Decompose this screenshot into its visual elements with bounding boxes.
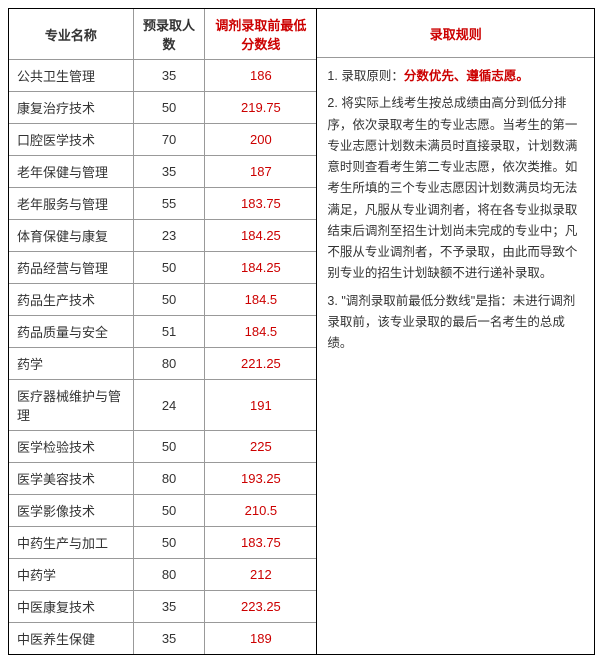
cell-admit-count: 70: [133, 124, 205, 156]
admission-table-container: 专业名称 预录取人数 调剂录取前最低分数线 公共卫生管理35186康复治疗技术5…: [8, 8, 595, 655]
cell-major-name: 药品质量与安全: [9, 316, 133, 348]
cell-admit-count: 24: [133, 380, 205, 431]
rules-section: 录取规则 1. 录取原则：分数优先、遵循志愿。 2. 将实际上线考生按总成绩由高…: [317, 9, 594, 654]
table-body: 公共卫生管理35186康复治疗技术50219.75口腔医学技术70200老年保健…: [9, 60, 316, 655]
cell-major-name: 中药学: [9, 559, 133, 591]
cell-major-name: 药学: [9, 348, 133, 380]
cell-admit-count: 35: [133, 623, 205, 655]
table-row: 中药学80212: [9, 559, 316, 591]
cell-major-name: 康复治疗技术: [9, 92, 133, 124]
cell-min-score: 225: [205, 431, 317, 463]
cell-admit-count: 35: [133, 591, 205, 623]
cell-admit-count: 50: [133, 284, 205, 316]
table-row: 药品生产技术50184.5: [9, 284, 316, 316]
cell-major-name: 医学影像技术: [9, 495, 133, 527]
table-header-row: 专业名称 预录取人数 调剂录取前最低分数线: [9, 9, 316, 60]
table-row: 体育保健与康复23184.25: [9, 220, 316, 252]
cell-min-score: 223.25: [205, 591, 317, 623]
cell-admit-count: 80: [133, 348, 205, 380]
cell-major-name: 中医康复技术: [9, 591, 133, 623]
cell-admit-count: 50: [133, 495, 205, 527]
table-row: 中医康复技术35223.25: [9, 591, 316, 623]
header-major-name: 专业名称: [9, 9, 133, 60]
table-row: 中药生产与加工50183.75: [9, 527, 316, 559]
cell-admit-count: 23: [133, 220, 205, 252]
table-row: 康复治疗技术50219.75: [9, 92, 316, 124]
cell-major-name: 公共卫生管理: [9, 60, 133, 92]
admission-data-table: 专业名称 预录取人数 调剂录取前最低分数线 公共卫生管理35186康复治疗技术5…: [9, 9, 316, 654]
header-admit-count: 预录取人数: [133, 9, 205, 60]
table-row: 医疗器械维护与管理24191: [9, 380, 316, 431]
cell-min-score: 184.25: [205, 252, 317, 284]
cell-min-score: 184.5: [205, 316, 317, 348]
rule-3: 3. "调剂录取前最低分数线"是指：未进行调剂录取前，该专业录取的最后一名考生的…: [327, 291, 584, 355]
table-row: 药品经营与管理50184.25: [9, 252, 316, 284]
cell-min-score: 193.25: [205, 463, 317, 495]
table-row: 医学影像技术50210.5: [9, 495, 316, 527]
cell-admit-count: 35: [133, 156, 205, 188]
cell-min-score: 183.75: [205, 527, 317, 559]
cell-min-score: 200: [205, 124, 317, 156]
cell-admit-count: 80: [133, 559, 205, 591]
cell-major-name: 口腔医学技术: [9, 124, 133, 156]
table-row: 医学美容技术80193.25: [9, 463, 316, 495]
cell-major-name: 老年保健与管理: [9, 156, 133, 188]
cell-major-name: 医疗器械维护与管理: [9, 380, 133, 431]
table-row: 公共卫生管理35186: [9, 60, 316, 92]
header-rules: 录取规则: [317, 9, 594, 58]
table-row: 药品质量与安全51184.5: [9, 316, 316, 348]
cell-min-score: 221.25: [205, 348, 317, 380]
cell-major-name: 医学检验技术: [9, 431, 133, 463]
cell-admit-count: 50: [133, 92, 205, 124]
rule-2: 2. 将实际上线考生按总成绩由高分到低分排序，依次录取考生的专业志愿。当考生的第…: [327, 93, 584, 284]
header-min-score: 调剂录取前最低分数线: [205, 9, 317, 60]
cell-min-score: 189: [205, 623, 317, 655]
cell-min-score: 212: [205, 559, 317, 591]
cell-admit-count: 50: [133, 431, 205, 463]
cell-major-name: 老年服务与管理: [9, 188, 133, 220]
table-row: 老年服务与管理55183.75: [9, 188, 316, 220]
rule-1-prefix: 1. 录取原则：: [327, 69, 403, 83]
cell-major-name: 药品经营与管理: [9, 252, 133, 284]
cell-admit-count: 80: [133, 463, 205, 495]
table-row: 药学80221.25: [9, 348, 316, 380]
table-row: 医学检验技术50225: [9, 431, 316, 463]
cell-min-score: 191: [205, 380, 317, 431]
rules-content: 1. 录取原则：分数优先、遵循志愿。 2. 将实际上线考生按总成绩由高分到低分排…: [317, 58, 594, 368]
cell-admit-count: 51: [133, 316, 205, 348]
rule-1-highlight: 分数优先、遵循志愿。: [404, 69, 529, 83]
cell-min-score: 219.75: [205, 92, 317, 124]
cell-admit-count: 50: [133, 527, 205, 559]
cell-major-name: 中医养生保健: [9, 623, 133, 655]
table-row: 口腔医学技术70200: [9, 124, 316, 156]
cell-major-name: 体育保健与康复: [9, 220, 133, 252]
cell-min-score: 184.25: [205, 220, 317, 252]
cell-min-score: 187: [205, 156, 317, 188]
cell-min-score: 210.5: [205, 495, 317, 527]
cell-admit-count: 55: [133, 188, 205, 220]
cell-major-name: 药品生产技术: [9, 284, 133, 316]
cell-min-score: 184.5: [205, 284, 317, 316]
cell-major-name: 医学美容技术: [9, 463, 133, 495]
cell-admit-count: 50: [133, 252, 205, 284]
data-table-section: 专业名称 预录取人数 调剂录取前最低分数线 公共卫生管理35186康复治疗技术5…: [9, 9, 317, 654]
cell-admit-count: 35: [133, 60, 205, 92]
cell-min-score: 183.75: [205, 188, 317, 220]
table-row: 中医养生保健35189: [9, 623, 316, 655]
cell-major-name: 中药生产与加工: [9, 527, 133, 559]
table-row: 老年保健与管理35187: [9, 156, 316, 188]
cell-min-score: 186: [205, 60, 317, 92]
rule-1: 1. 录取原则：分数优先、遵循志愿。: [327, 66, 584, 87]
